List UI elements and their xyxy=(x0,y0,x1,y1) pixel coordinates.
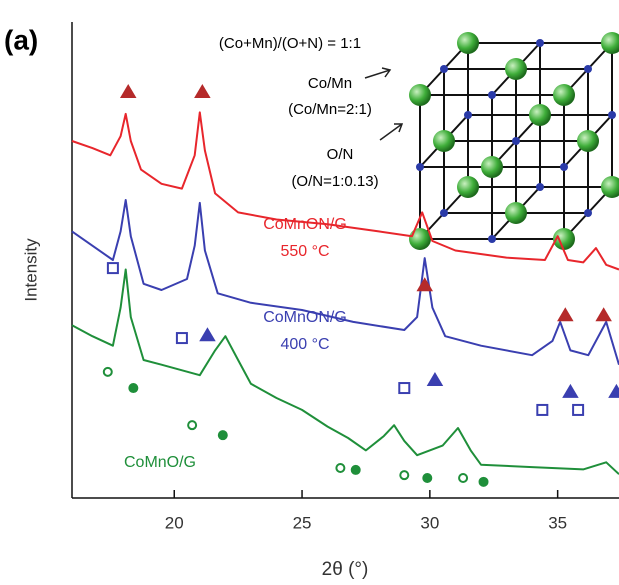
peak-marker xyxy=(129,384,137,392)
peak-marker xyxy=(399,383,409,393)
peak-marker xyxy=(480,478,488,486)
series-label: CoMnON/G xyxy=(263,216,347,233)
peak-marker xyxy=(597,309,610,320)
peak-marker xyxy=(336,464,344,472)
peak-marker xyxy=(177,333,187,343)
cation-sphere xyxy=(577,130,599,152)
anion-dot xyxy=(512,137,520,145)
cation-sphere xyxy=(457,32,479,54)
cation-sphere xyxy=(553,84,575,106)
series-label: 400 °C xyxy=(280,336,329,353)
peak-marker xyxy=(108,263,118,273)
arrow xyxy=(365,68,390,78)
cation-sphere xyxy=(529,104,551,126)
anion-dot xyxy=(536,183,544,191)
cation-sphere xyxy=(505,202,527,224)
cation-sphere xyxy=(409,228,431,250)
x-tick-label: 35 xyxy=(548,513,567,532)
peak-marker xyxy=(428,374,441,385)
peak-marker xyxy=(564,386,577,397)
anion-dot xyxy=(440,209,448,217)
annotation: O/N xyxy=(327,146,354,163)
annotation: (Co/Mn=2:1) xyxy=(288,101,372,118)
crystal-structure xyxy=(409,32,619,250)
peak-marker xyxy=(219,431,227,439)
cation-sphere xyxy=(505,58,527,80)
peak-marker xyxy=(122,86,135,97)
x-axis-label: 2θ (°) xyxy=(322,559,369,580)
peak-marker xyxy=(423,474,431,482)
peak-marker xyxy=(610,386,619,397)
chart: (a) (Co+Mn)/(O+N) = 1:1 Co/Mn (Co/Mn=2:1… xyxy=(0,0,619,585)
cation-sphere xyxy=(433,130,455,152)
annotation: (O/N=1:0.13) xyxy=(291,173,378,190)
anion-dot xyxy=(536,39,544,47)
series-label: CoMnO/G xyxy=(124,454,196,471)
y-axis-label: Intensity xyxy=(21,238,40,302)
series-label: CoMnON/G xyxy=(263,309,347,326)
series-label: 550 °C xyxy=(280,243,329,260)
annotation: Co/Mn xyxy=(308,75,352,92)
anion-dot xyxy=(464,111,472,119)
peak-marker xyxy=(188,421,196,429)
x-tick-label: 20 xyxy=(165,513,184,532)
cation-sphere xyxy=(457,176,479,198)
peak-marker xyxy=(559,309,572,320)
peak-marker xyxy=(201,329,214,340)
series-line xyxy=(72,270,619,475)
x-tick-label: 25 xyxy=(293,513,312,532)
anion-dot xyxy=(416,163,424,171)
peak-marker xyxy=(573,405,583,415)
peak-marker xyxy=(537,405,547,415)
panel-label: (a) xyxy=(4,24,38,55)
arrow xyxy=(380,124,402,140)
anion-dot xyxy=(608,111,616,119)
anion-dot xyxy=(584,209,592,217)
peak-marker xyxy=(104,368,112,376)
peak-marker xyxy=(459,474,467,482)
peak-marker xyxy=(352,466,360,474)
peak-marker xyxy=(400,471,408,479)
anion-dot xyxy=(584,65,592,73)
anion-dot xyxy=(560,163,568,171)
anion-dot xyxy=(488,235,496,243)
cation-sphere xyxy=(481,156,503,178)
cation-sphere xyxy=(409,84,431,106)
anion-dot xyxy=(488,91,496,99)
annotation: (Co+Mn)/(O+N) = 1:1 xyxy=(219,35,361,52)
anion-dot xyxy=(440,65,448,73)
peak-marker xyxy=(196,86,209,97)
x-tick-label: 30 xyxy=(420,513,439,532)
